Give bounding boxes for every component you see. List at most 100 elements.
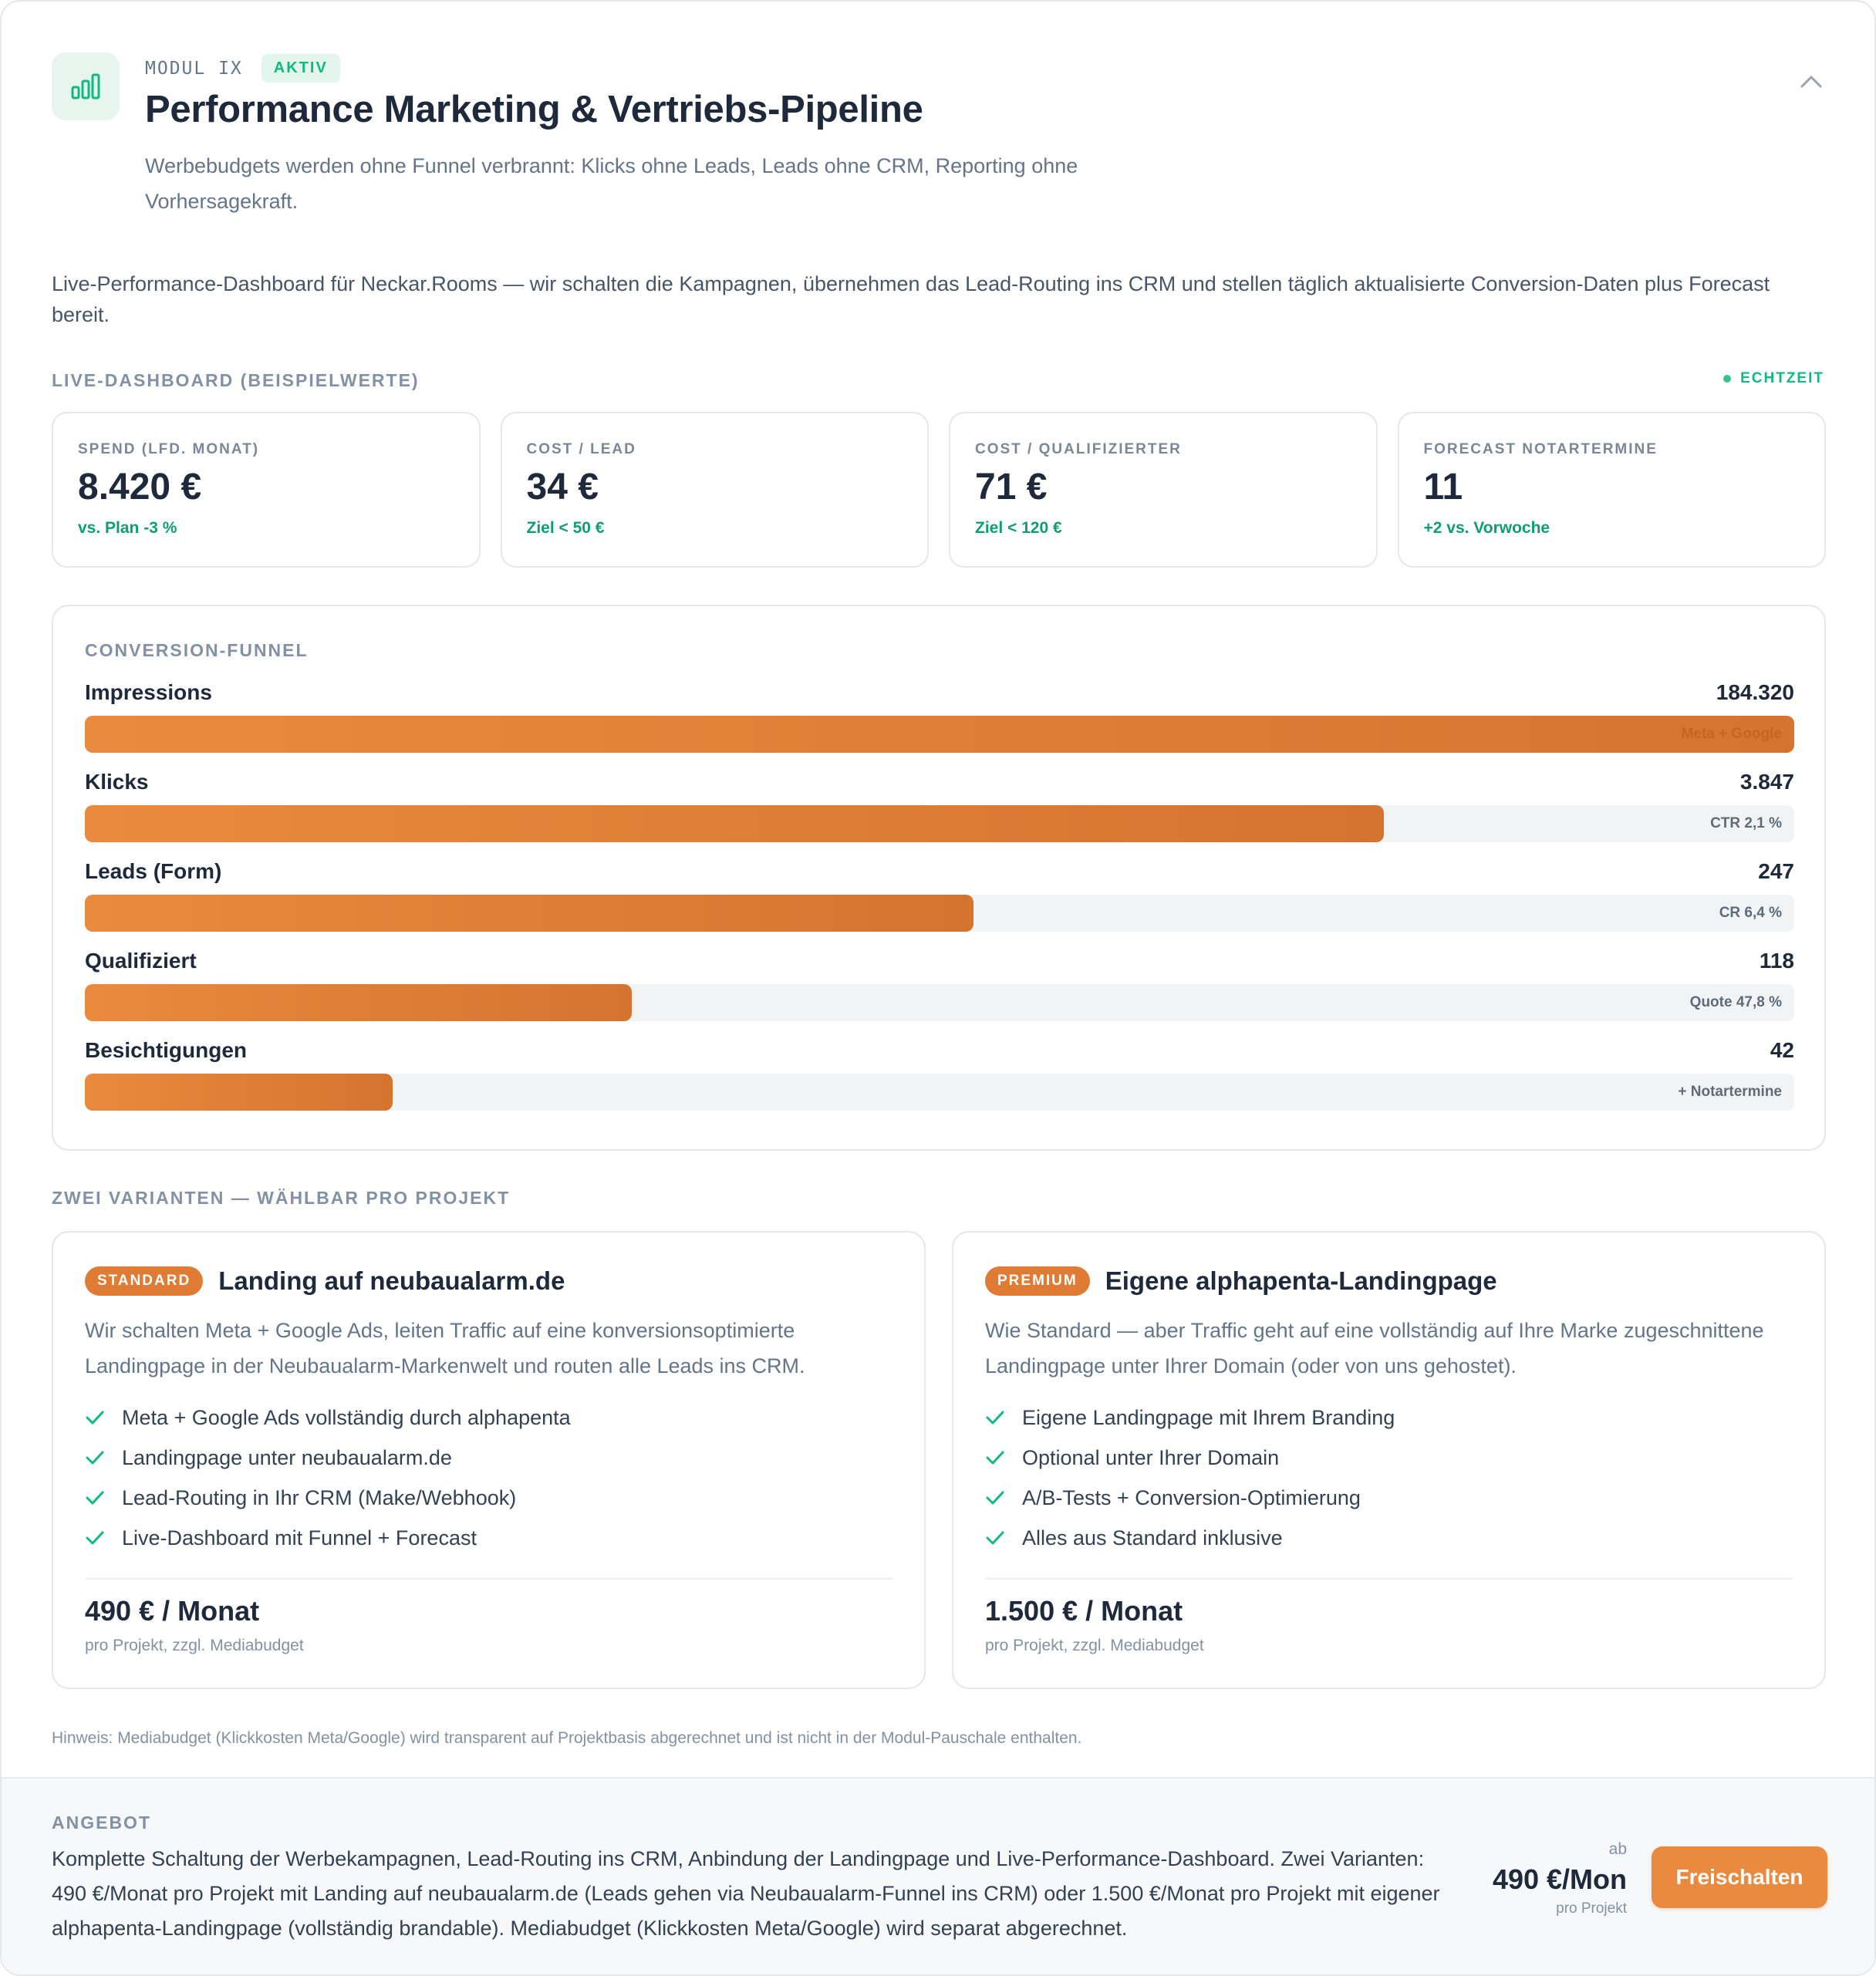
variants-label: ZWEI VARIANTEN — WÄHLBAR PRO PROJEKT [52,1188,511,1208]
kpi-value: 34 € [526,467,599,507]
live-dot-icon [1723,375,1732,383]
feature-label: A/B-Tests + Conversion-Optimierung [1022,1485,1361,1509]
variant-feature-list: Meta + Google Ads vollständig durch alph… [85,1398,892,1558]
list-item: Eigene Landingpage mit Ihrem Branding [985,1398,1793,1438]
list-item: Optional unter Ihrer Domain [985,1438,1793,1478]
variant-price: 490 € / Monat [85,1595,260,1627]
variant-feature-list: Eigene Landingpage mit Ihrem Branding Op… [985,1398,1793,1558]
funnel-stage-value: 118 [1759,949,1794,973]
kpi-delta: Ziel < 50 € [526,519,605,537]
funnel-stage-value: 42 [1770,1038,1794,1062]
variant-head: STANDARD Landing auf neubaualarm.de [85,1266,892,1296]
variants-row: STANDARD Landing auf neubaualarm.de Wir … [52,1231,1826,1689]
variant-head: PREMIUM Eigene alphapenta-Landingpage [985,1266,1793,1296]
offer-footer: ANGEBOT Komplette Schaltung der Werbekam… [2,1777,1874,1974]
kpi-card-forecast: FORECAST NOTARTERMINE 11 +2 vs. Vorwoche [1397,412,1826,568]
variant-tag: PREMIUM [985,1266,1090,1296]
kpi-value: 71 € [975,467,1048,507]
unlock-button[interactable]: Freischalten [1652,1846,1827,1908]
variant-tag: STANDARD [85,1266,204,1296]
list-item: Alles aus Standard inklusive [985,1518,1793,1558]
bar-chart-icon [52,52,120,120]
variant-title: Eigene alphapenta-Landingpage [1105,1266,1497,1295]
kpi-label: FORECAST NOTARTERMINE [1423,441,1658,457]
module-eyebrow: MODUL IX AKTIV [145,54,340,83]
funnel-bar-fill [85,895,974,932]
check-icon [986,1411,1004,1425]
list-item: Live-Dashboard mit Funnel + Forecast [85,1518,892,1558]
funnel-stage-leads: Leads (Form) 247 CR 6,4 % [85,859,1794,936]
check-icon [86,1451,104,1465]
funnel-bar-fill [85,984,633,1021]
feature-label: Eigene Landingpage mit Ihrem Branding [1022,1405,1395,1429]
funnel-stage-impressions: Impressions 184.320 Meta + Google [85,680,1794,757]
divider [985,1578,1793,1580]
variant-title: Landing auf neubaualarm.de [218,1266,565,1295]
variant-price-note: pro Projekt, zzgl. Mediabudget [985,1637,1204,1654]
funnel-bar-track: + Notartermine [85,1074,1794,1111]
feature-label: Live-Dashboard mit Funnel + Forecast [122,1526,477,1549]
feature-label: Alles aus Standard inklusive [1022,1526,1283,1549]
funnel-bar-track: Meta + Google [85,716,1794,753]
funnel-stage-name: Qualifiziert [85,949,197,973]
conversion-funnel: CONVERSION-FUNNEL Impressions 184.320 Me… [52,605,1826,1151]
kpi-row: SPEND (LFD. MONAT) 8.420 € vs. Plan -3 %… [52,412,1826,568]
funnel-stage-besichtigungen: Besichtigungen 42 + Notartermine [85,1038,1794,1115]
kpi-card-cost-qualified: COST / QUALIFIZIERTER 71 € Ziel < 120 € [949,412,1378,568]
offer-label: ANGEBOT [52,1812,151,1833]
kpi-label: COST / LEAD [526,441,636,457]
funnel-stage-note: Meta + Google [1681,726,1782,742]
realtime-label: ECHTZEIT [1740,370,1824,386]
variant-description: Wir schalten Meta + Google Ads, leiten T… [85,1319,805,1377]
status-badge: AKTIV [261,54,340,83]
variant-card-standard[interactable]: STANDARD Landing auf neubaualarm.de Wir … [52,1231,926,1689]
offer-text: Komplette Schaltung der Werbekampagnen, … [52,1847,1440,1940]
funnel-stage-value: 247 [1758,859,1794,883]
list-item: A/B-Tests + Conversion-Optimierung [985,1478,1793,1518]
offer-price-suffix: pro Projekt [1556,1900,1627,1917]
kpi-value: 8.420 € [78,467,202,507]
kpi-delta: +2 vs. Vorwoche [1423,519,1550,537]
variant-card-premium[interactable]: PREMIUM Eigene alphapenta-Landingpage Wi… [952,1231,1826,1689]
hint-text: Hinweis: Mediabudget (Klickkosten Meta/G… [52,1729,1082,1747]
kpi-delta: Ziel < 120 € [975,519,1062,537]
list-item: Lead-Routing in Ihr CRM (Make/Webhook) [85,1478,892,1518]
page-title: Performance Marketing & Vertriebs-Pipeli… [145,89,923,130]
list-item: Landingpage unter neubaualarm.de [85,1438,892,1478]
funnel-stage-note: Quote 47,8 % [1689,994,1782,1010]
chevron-up-icon[interactable] [1796,66,1827,97]
funnel-stage-qualifiziert: Qualifiziert 118 Quote 47,8 % [85,949,1794,1026]
kpi-label: COST / QUALIFIZIERTER [975,441,1182,457]
realtime-indicator: ECHTZEIT [1723,370,1824,387]
kpi-label: SPEND (LFD. MONAT) [78,441,260,457]
funnel-bar-track: Quote 47,8 % [85,984,1794,1021]
feature-label: Lead-Routing in Ihr CRM (Make/Webhook) [122,1485,517,1509]
variant-price-note: pro Projekt, zzgl. Mediabudget [85,1637,304,1654]
funnel-stage-note: + Notartermine [1678,1084,1782,1100]
funnel-stage-name: Impressions [85,680,212,704]
divider [85,1578,892,1580]
funnel-stage-name: Besichtigungen [85,1038,248,1062]
check-icon [86,1491,104,1505]
funnel-stage-value: 184.320 [1716,680,1794,704]
check-icon [86,1411,104,1425]
dashboard-label: LIVE-DASHBOARD (BEISPIELWERTE) [52,370,420,390]
funnel-bar-fill [85,805,1385,842]
funnel-stage-note: CR 6,4 % [1719,905,1782,921]
feature-label: Meta + Google Ads vollständig durch alph… [122,1405,571,1429]
funnel-bar-fill [85,1074,393,1111]
list-item: Meta + Google Ads vollständig durch alph… [85,1398,892,1438]
check-icon [986,1531,1004,1545]
funnel-stage-name: Klicks [85,770,149,794]
funnel-stage-klicks: Klicks 3.847 CTR 2,1 % [85,770,1794,847]
check-icon [986,1451,1004,1465]
module-label: MODUL IX [145,58,243,79]
offer-price-prefix: ab [1608,1840,1627,1858]
funnel-bar-fill [85,716,1794,753]
funnel-bar-track: CTR 2,1 % [85,805,1794,842]
page-subtitle: Werbebudgets werden ohne Funnel verbrann… [145,154,1078,213]
feature-label: Landingpage unter neubaualarm.de [122,1445,452,1469]
check-icon [986,1491,1004,1505]
offer-price: 490 €/Mon [1492,1863,1627,1895]
